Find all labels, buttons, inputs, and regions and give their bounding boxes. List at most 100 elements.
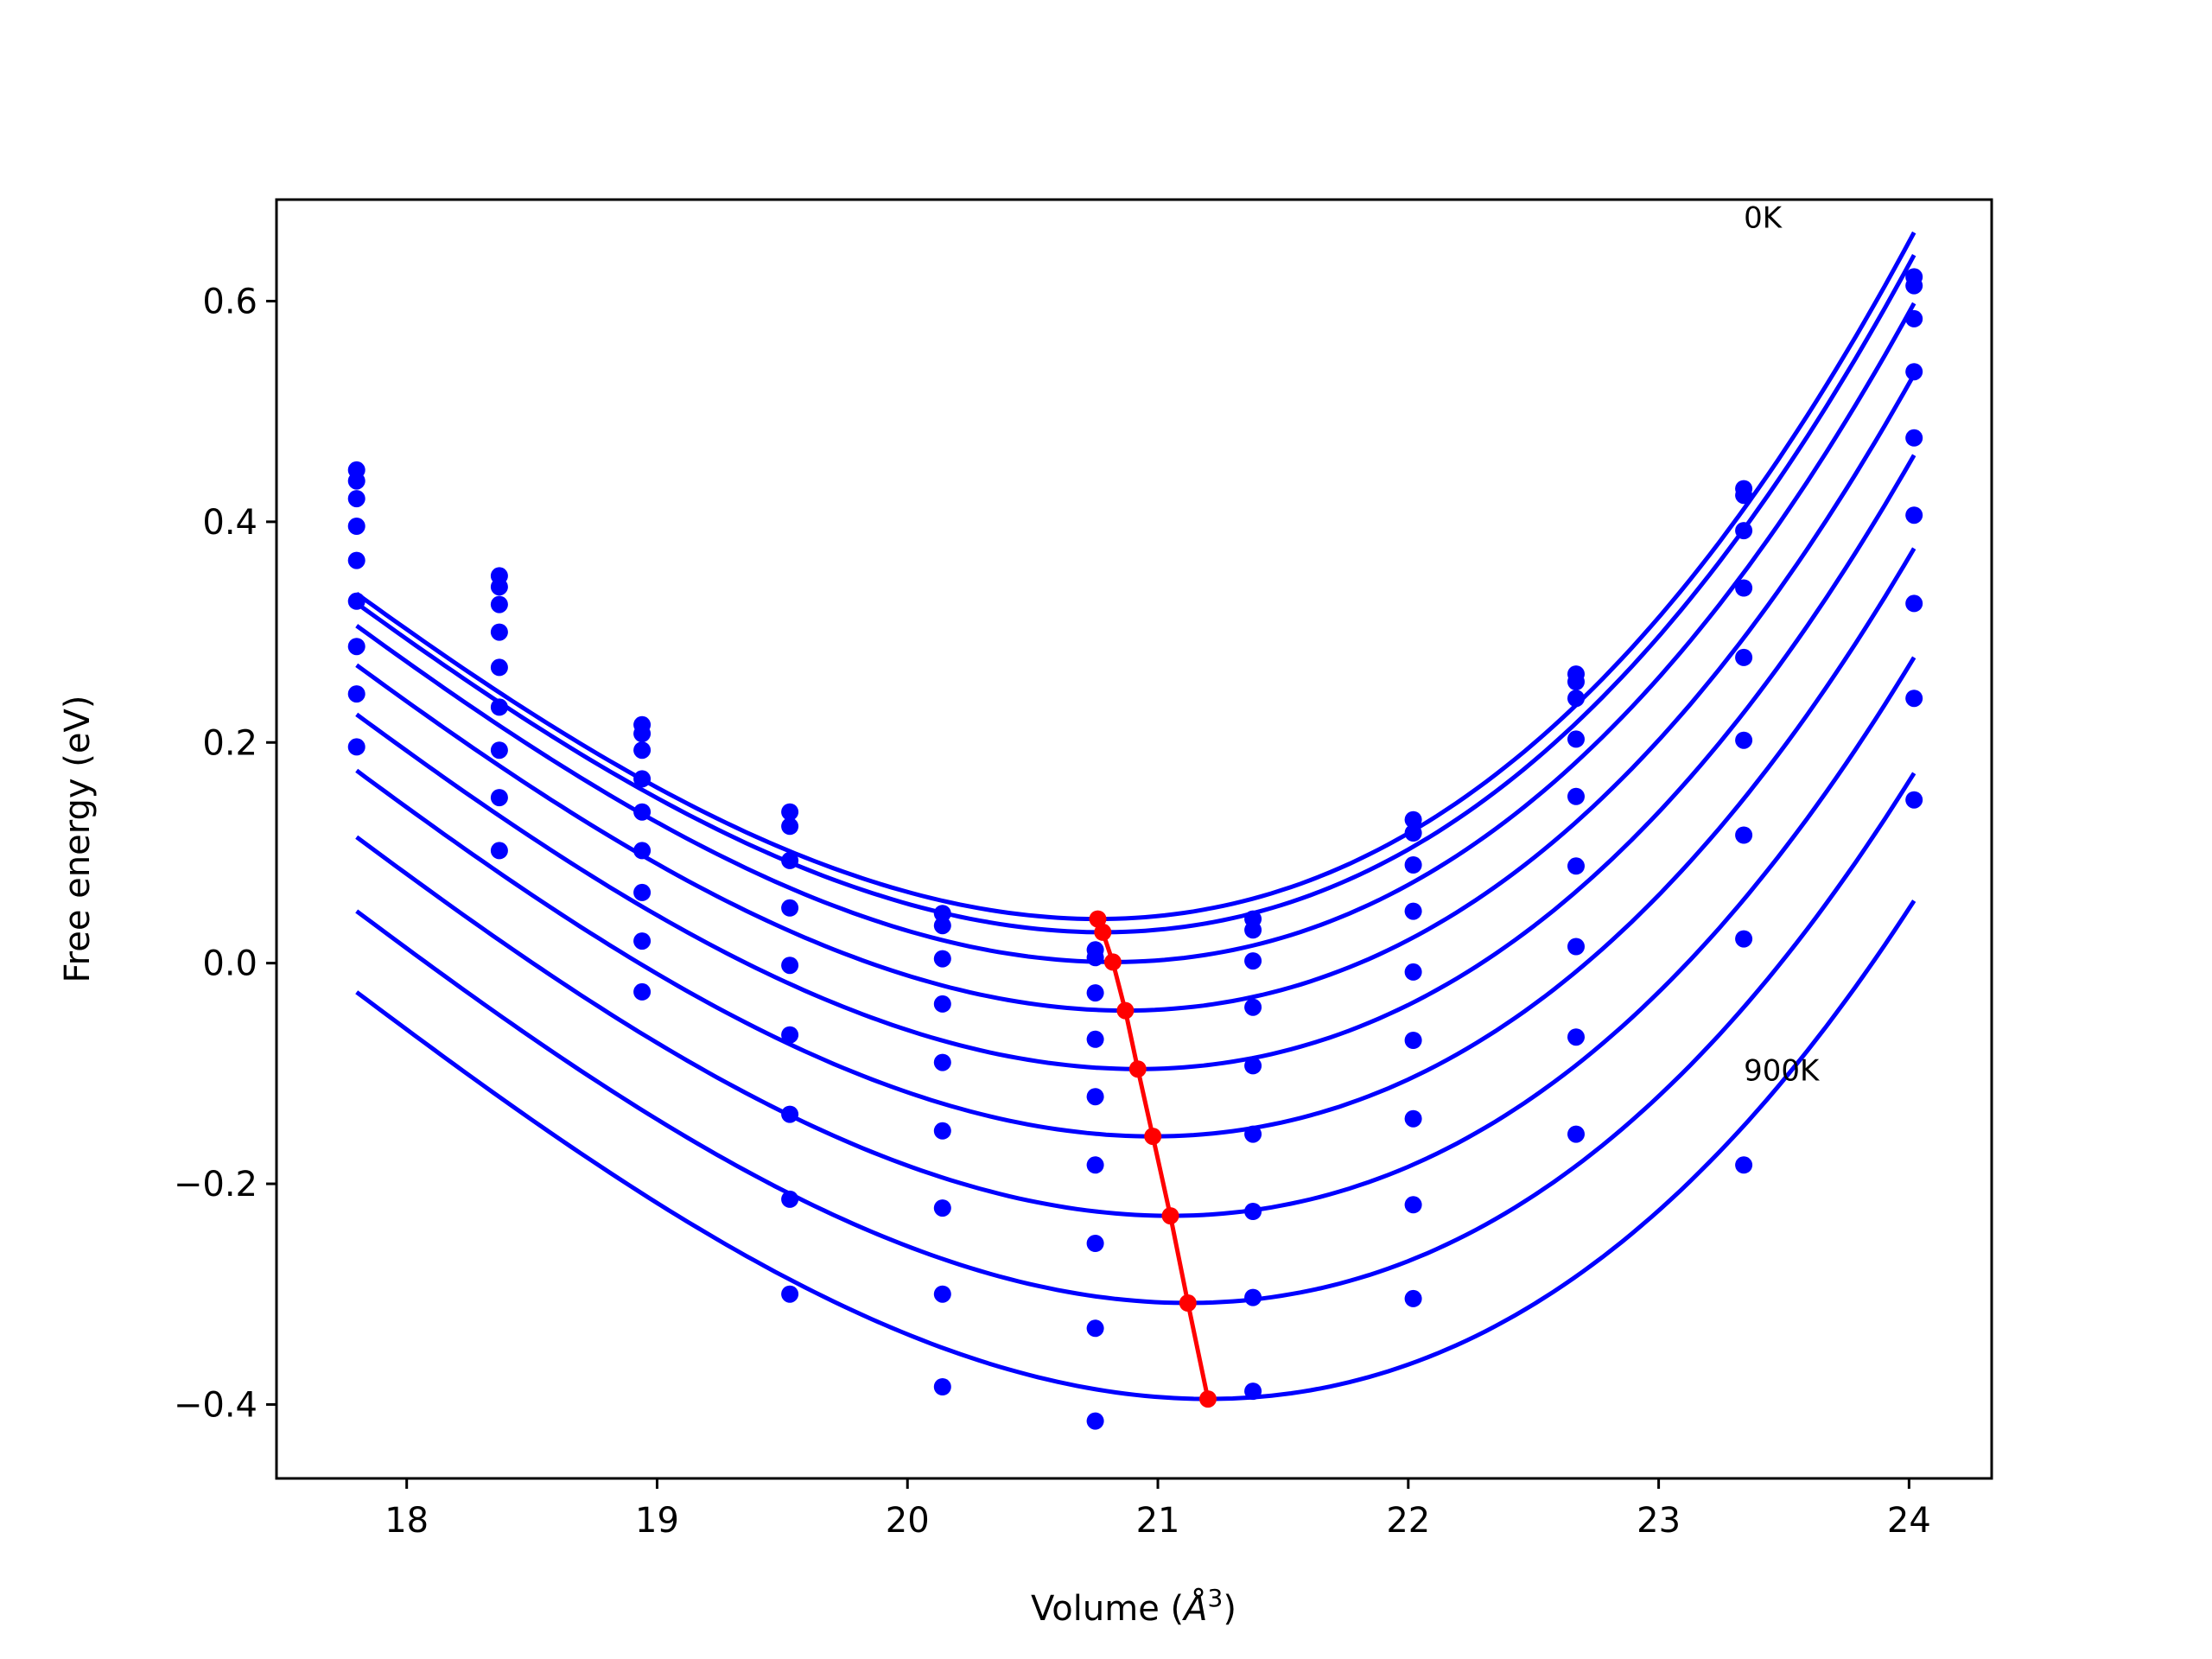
data-points xyxy=(347,268,1923,1430)
data-point-1-4 xyxy=(933,917,951,935)
y-tick-label-3: 0.2 xyxy=(202,723,257,763)
data-point-1-6 xyxy=(1244,921,1262,939)
x-axis-label: Volume (Å3) xyxy=(1031,1584,1236,1630)
data-point-3-8 xyxy=(1567,730,1585,748)
equilibrium-point-1 xyxy=(1094,923,1112,941)
fit-curve-7 xyxy=(355,772,1916,1306)
data-point-1-10 xyxy=(1905,276,1923,295)
data-point-4-8 xyxy=(1567,787,1585,805)
equilibrium-point-5 xyxy=(1144,1128,1162,1146)
equilibrium-line xyxy=(1089,910,1217,1408)
data-point-7-8 xyxy=(1567,1028,1585,1046)
data-point-3-1 xyxy=(490,623,508,641)
data-point-6-2 xyxy=(633,883,652,901)
data-point-6-6 xyxy=(1244,1203,1262,1220)
equilibrium-point-2 xyxy=(1103,953,1122,971)
data-point-5-5 xyxy=(1086,1156,1104,1174)
x-tick-label-2: 20 xyxy=(886,1501,930,1541)
data-point-4-2 xyxy=(633,803,652,821)
data-point-2-0 xyxy=(347,490,365,508)
data-point-6-1 xyxy=(490,741,508,760)
y-tick-label-4: 0.4 xyxy=(202,503,257,543)
y-axis-label: Free energy (eV) xyxy=(58,696,98,983)
data-point-3-0 xyxy=(347,518,365,535)
y-tick-label-0: −0.4 xyxy=(174,1385,257,1425)
fit-curve-8 xyxy=(355,899,1916,1402)
data-point-3-9 xyxy=(1735,579,1753,597)
data-point-2-6 xyxy=(1244,952,1262,970)
data-point-4-7 xyxy=(1404,963,1422,981)
data-point-1-9 xyxy=(1735,486,1753,505)
annotation-0: 0K xyxy=(1744,200,1783,235)
data-point-8-4 xyxy=(933,1378,951,1395)
data-point-8-9 xyxy=(1735,1156,1753,1174)
y-axis: −0.4 −0.2 0.0 0.2 0.4 0.6 xyxy=(174,282,276,1425)
x-tick-label-0: 18 xyxy=(385,1501,429,1541)
data-point-2-7 xyxy=(1404,856,1422,874)
data-point-6-9 xyxy=(1735,826,1753,844)
x-tick-label-1: 19 xyxy=(635,1501,679,1541)
x-tick-label-4: 22 xyxy=(1386,1501,1430,1541)
data-point-6-10 xyxy=(1905,594,1923,613)
plot-frame xyxy=(275,198,1993,1480)
equilibrium-point-8 xyxy=(1199,1390,1217,1408)
data-point-5-10 xyxy=(1905,506,1923,524)
data-point-6-5 xyxy=(1086,1235,1104,1252)
data-point-4-4 xyxy=(933,1053,951,1071)
data-point-8-8 xyxy=(1567,1125,1585,1143)
data-point-2-1 xyxy=(490,595,508,613)
data-point-8-1 xyxy=(490,842,508,860)
data-point-1-7 xyxy=(1404,824,1422,842)
x-tick-label-3: 21 xyxy=(1136,1501,1180,1541)
data-point-8-2 xyxy=(633,982,652,1001)
fit-curve-2 xyxy=(355,302,1916,964)
data-point-5-4 xyxy=(933,1122,951,1140)
data-point-1-8 xyxy=(1567,673,1585,690)
y-tick-label-1: −0.2 xyxy=(174,1165,257,1205)
data-point-4-9 xyxy=(1735,648,1753,666)
fit-curve-0 xyxy=(355,231,1916,922)
data-point-7-3 xyxy=(781,1190,799,1208)
fit-curve-6 xyxy=(355,656,1916,1218)
data-point-8-5 xyxy=(1086,1412,1104,1430)
data-point-1-0 xyxy=(347,472,365,490)
data-point-1-1 xyxy=(490,578,508,596)
data-point-5-1 xyxy=(490,698,508,716)
x-axis: 18 19 20 21 22 23 24 xyxy=(385,1478,1931,1541)
data-point-7-4 xyxy=(933,1285,951,1303)
fit-curve-5 xyxy=(355,547,1916,1139)
data-point-3-6 xyxy=(1244,998,1262,1016)
data-point-5-3 xyxy=(781,1026,799,1044)
data-point-0-4 xyxy=(933,905,951,923)
data-point-7-0 xyxy=(347,685,365,703)
data-point-4-1 xyxy=(490,658,508,677)
data-point-5-9 xyxy=(1735,731,1753,749)
data-point-2-8 xyxy=(1567,690,1585,708)
data-point-6-0 xyxy=(347,638,365,656)
data-point-7-2 xyxy=(633,932,652,950)
data-point-1-2 xyxy=(633,725,652,743)
fit-curve-3 xyxy=(355,373,1916,1014)
data-point-4-3 xyxy=(781,957,799,975)
data-point-7-5 xyxy=(1086,1319,1104,1338)
y-tick-label-5: 0.6 xyxy=(202,282,257,321)
x-tick-label-6: 24 xyxy=(1887,1501,1931,1541)
equilibrium-point-6 xyxy=(1161,1207,1179,1225)
data-point-8-6 xyxy=(1244,1382,1262,1401)
equilibrium-point-7 xyxy=(1179,1294,1197,1312)
data-point-4-6 xyxy=(1244,1057,1262,1075)
data-point-5-0 xyxy=(347,592,365,610)
data-point-5-2 xyxy=(633,842,652,860)
data-point-0-3 xyxy=(781,803,799,821)
data-point-6-7 xyxy=(1404,1109,1422,1128)
data-point-8-3 xyxy=(781,1285,799,1303)
equilibrium-point-0 xyxy=(1089,910,1107,928)
data-point-4-5 xyxy=(1086,1088,1104,1106)
fit-curves xyxy=(355,231,1916,1402)
data-point-0-7 xyxy=(1404,810,1422,829)
data-point-7-1 xyxy=(490,789,508,807)
data-point-7-6 xyxy=(1244,1288,1262,1306)
data-point-4-0 xyxy=(347,551,365,569)
